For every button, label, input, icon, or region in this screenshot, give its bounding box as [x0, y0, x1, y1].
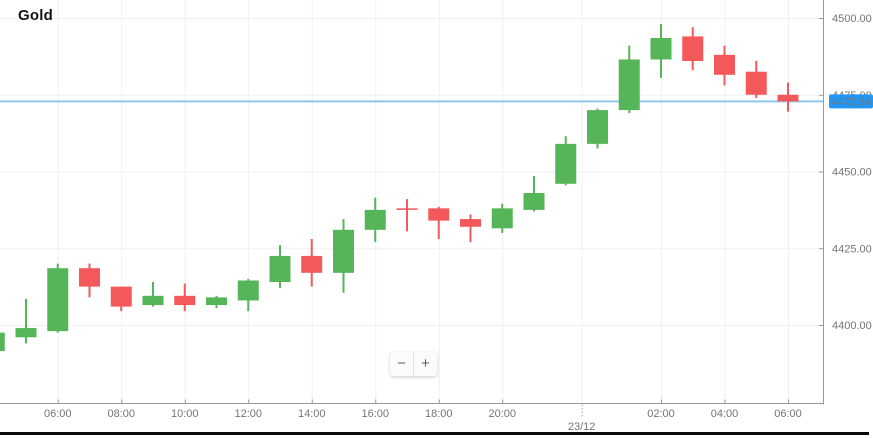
candle-body [174, 295, 196, 306]
candle-body [460, 219, 481, 227]
candle-body [618, 59, 640, 111]
candle-body [142, 295, 164, 306]
candle-body [333, 229, 354, 273]
current-price-badge-label: 4472.84 [831, 96, 871, 108]
candle-body [428, 208, 450, 221]
price-axis-label: 4450.00 [832, 167, 872, 179]
time-axis-label: 02:00 [647, 408, 675, 420]
time-axis-label: 12:00 [234, 408, 262, 420]
candle-body [301, 255, 323, 273]
time-axis-label: 06:00 [774, 408, 802, 420]
chart-title: Gold [18, 7, 53, 24]
current-price-badge [829, 94, 873, 109]
candle-body [15, 328, 37, 338]
zoom-in-button[interactable]: + [414, 352, 437, 376]
candle-body [682, 36, 704, 61]
zoom-controls: − + [390, 352, 437, 376]
candle-body [364, 209, 386, 230]
time-axis-label: 04:00 [711, 408, 739, 420]
candle-body [396, 208, 418, 210]
candle-body [110, 286, 132, 307]
candle-body [237, 280, 259, 301]
candle-body [206, 297, 227, 306]
candle-body [523, 192, 545, 210]
date-axis-label: 23/12 [568, 421, 596, 433]
price-axis-label: 4425.00 [832, 243, 872, 255]
time-axis-label: 08:00 [107, 408, 135, 420]
window-bottom-border [0, 432, 869, 435]
candle-body [491, 208, 513, 229]
candle-body [47, 268, 69, 332]
time-axis-label: 14:00 [298, 408, 326, 420]
time-axis-label: 06:00 [44, 408, 72, 420]
candle-body [714, 54, 735, 75]
candle-body [0, 332, 5, 352]
price-axis-label: 4500.00 [832, 13, 872, 25]
time-axis-label: 10:00 [171, 408, 199, 420]
candle-body [745, 71, 767, 95]
price-axis-label: 4400.00 [832, 320, 872, 332]
candle-body [587, 110, 608, 144]
zoom-out-button[interactable]: − [390, 352, 413, 376]
candle-body [79, 268, 100, 287]
candle-body [777, 94, 799, 102]
time-axis-label: 16:00 [361, 408, 389, 420]
candle-body [650, 37, 672, 60]
time-axis-label: 20:00 [488, 408, 516, 420]
candle-body [555, 143, 577, 184]
time-axis-label: 18:00 [425, 408, 453, 420]
candle-body [269, 255, 291, 283]
